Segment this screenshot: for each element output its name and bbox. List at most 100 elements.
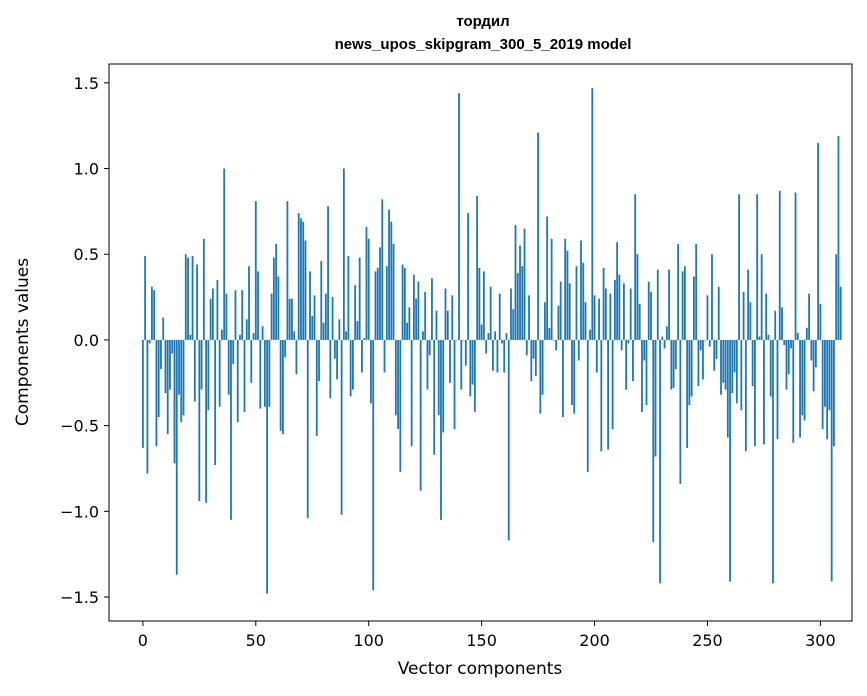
bar-16 bbox=[178, 339, 180, 395]
bar-242 bbox=[688, 339, 691, 406]
bar-147 bbox=[473, 339, 476, 412]
bar-220 bbox=[638, 303, 641, 340]
bar-20 bbox=[187, 257, 189, 340]
bar-299 bbox=[817, 142, 820, 340]
bar-196 bbox=[584, 302, 587, 340]
bar-218 bbox=[634, 194, 637, 340]
bar-170 bbox=[525, 339, 528, 356]
bar-200 bbox=[593, 295, 596, 340]
bar-257 bbox=[722, 339, 725, 383]
bar-58 bbox=[272, 257, 275, 340]
bar-43 bbox=[239, 334, 241, 340]
bar-253 bbox=[713, 339, 716, 371]
bar-237 bbox=[677, 243, 680, 340]
bar-210 bbox=[616, 242, 619, 340]
bar-126 bbox=[426, 339, 429, 390]
bar-116 bbox=[403, 267, 406, 340]
bar-78 bbox=[318, 339, 320, 382]
bar-3 bbox=[148, 339, 151, 344]
bar-110 bbox=[390, 221, 393, 340]
bar-203 bbox=[600, 339, 603, 452]
chart-subtitle: news_upos_skipgram_300_5_2019 model bbox=[335, 36, 632, 53]
bar-274 bbox=[760, 254, 763, 340]
bar-133 bbox=[442, 339, 445, 433]
bar-114 bbox=[399, 339, 402, 472]
bar-19 bbox=[184, 254, 187, 340]
y-tick-label: −0.5 bbox=[60, 417, 99, 436]
bar-245 bbox=[695, 243, 698, 340]
bar-23 bbox=[193, 339, 196, 402]
bar-14 bbox=[173, 339, 176, 464]
bar-123 bbox=[419, 339, 422, 491]
bar-46 bbox=[245, 319, 248, 340]
bar-181 bbox=[550, 238, 553, 340]
bar-17 bbox=[180, 339, 183, 423]
bar-13 bbox=[171, 339, 174, 354]
bar-283 bbox=[781, 307, 783, 340]
bar-224 bbox=[647, 281, 650, 340]
bar-6 bbox=[155, 339, 158, 447]
bar-154 bbox=[489, 286, 492, 340]
bar-190 bbox=[571, 339, 573, 406]
bar-277 bbox=[767, 334, 770, 340]
bar-216 bbox=[629, 288, 632, 340]
bar-246 bbox=[697, 339, 700, 387]
bar-96 bbox=[358, 257, 361, 340]
bar-81 bbox=[324, 293, 327, 340]
bar-239 bbox=[681, 271, 684, 340]
bar-103 bbox=[374, 271, 377, 340]
bar-71 bbox=[302, 221, 305, 340]
bar-285 bbox=[785, 339, 788, 390]
bar-61 bbox=[279, 339, 282, 431]
bar-172 bbox=[530, 339, 533, 382]
bar-207 bbox=[609, 293, 612, 340]
bar-278 bbox=[769, 339, 772, 397]
bar-260 bbox=[729, 339, 731, 582]
bar-300 bbox=[819, 303, 822, 340]
bar-280 bbox=[774, 310, 777, 340]
bar-215 bbox=[627, 339, 630, 344]
bar-129 bbox=[433, 339, 436, 455]
bar-162 bbox=[507, 339, 510, 541]
bar-199 bbox=[591, 87, 594, 340]
bar-268 bbox=[747, 269, 750, 340]
bar-80 bbox=[322, 322, 325, 340]
bar-112 bbox=[394, 339, 397, 416]
bar-53 bbox=[261, 326, 264, 340]
x-tick-label: 50 bbox=[246, 631, 266, 650]
bar-56 bbox=[268, 339, 271, 407]
bar-97 bbox=[361, 339, 363, 373]
bar-197 bbox=[586, 339, 589, 472]
bar-256 bbox=[720, 339, 722, 395]
bar-225 bbox=[650, 291, 652, 340]
bar-241 bbox=[686, 339, 689, 448]
bar-284 bbox=[783, 339, 786, 346]
bar-173 bbox=[532, 339, 535, 359]
bar-117 bbox=[406, 322, 409, 340]
bar-272 bbox=[756, 194, 759, 340]
bar-79 bbox=[320, 261, 323, 340]
bar-24 bbox=[196, 264, 198, 340]
y-tick-label: 0.0 bbox=[74, 331, 99, 350]
bar-269 bbox=[749, 302, 752, 340]
y-tick-label: 1.0 bbox=[74, 160, 99, 179]
bar-169 bbox=[523, 228, 526, 340]
y-tick-label: −1.5 bbox=[60, 588, 99, 607]
bar-178 bbox=[543, 302, 546, 340]
bar-10 bbox=[164, 339, 167, 394]
bar-37 bbox=[225, 293, 228, 340]
bar-83 bbox=[329, 339, 332, 399]
bar-131 bbox=[437, 339, 440, 416]
bar-157 bbox=[496, 339, 499, 373]
bar-234 bbox=[670, 339, 673, 390]
bar-192 bbox=[575, 266, 578, 340]
bar-51 bbox=[257, 271, 259, 340]
bar-233 bbox=[668, 269, 670, 340]
bar-259 bbox=[726, 339, 729, 438]
bar-149 bbox=[478, 267, 481, 340]
bar-282 bbox=[778, 190, 781, 340]
bar-63 bbox=[284, 339, 287, 358]
bar-156 bbox=[494, 331, 497, 340]
bar-153 bbox=[487, 333, 490, 340]
bar-236 bbox=[674, 339, 677, 370]
